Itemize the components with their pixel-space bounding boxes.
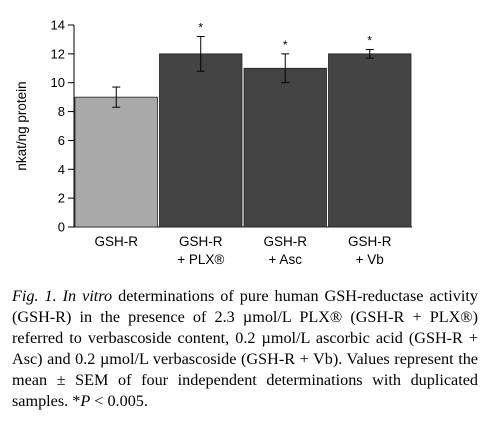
x-category-label: + PLX® <box>177 252 224 267</box>
bar <box>243 67 327 228</box>
y-tick-label: 8 <box>58 104 65 119</box>
significance-marker: * <box>198 21 203 35</box>
y-tick-label: 2 <box>58 191 65 206</box>
caption-p-star: * <box>72 392 81 410</box>
x-category-label: GSH-R <box>348 234 392 249</box>
bar <box>328 53 412 228</box>
significance-marker: * <box>367 34 372 48</box>
x-axis-labels: GSH-R GSH-R + PLX® GSH-R + Asc GSH-R + Vb <box>95 234 392 267</box>
x-category-label: GSH-R <box>95 234 139 249</box>
y-tick-label: 4 <box>58 162 65 177</box>
caption-in-vitro: In vitro <box>62 287 113 305</box>
bar <box>74 96 158 228</box>
significance-marker: * <box>283 38 288 52</box>
y-tick-label: 0 <box>58 220 65 235</box>
bars: * * * <box>74 21 412 228</box>
y-tick-label: 14 <box>51 18 65 33</box>
caption-p-rest: < 0.005. <box>90 392 148 410</box>
bar <box>159 53 243 228</box>
caption-p: P <box>80 392 91 410</box>
x-category-label: GSH-R <box>179 234 223 249</box>
x-category-label: GSH-R <box>264 234 308 249</box>
y-tick-label: 12 <box>51 46 65 61</box>
y-tick-label: 10 <box>51 75 65 90</box>
caption-text: determinations of pure human GSH-reducta… <box>12 287 478 410</box>
y-tick-label: 6 <box>58 133 65 148</box>
x-category-label: + Vb <box>356 252 384 267</box>
caption-fig-label: Fig. 1. <box>12 287 57 305</box>
x-category-label: + Asc <box>269 252 303 267</box>
y-axis-label: nkat/ng protein <box>14 81 29 170</box>
figure-caption: Fig. 1. In vitro determinations of pure … <box>12 286 478 412</box>
